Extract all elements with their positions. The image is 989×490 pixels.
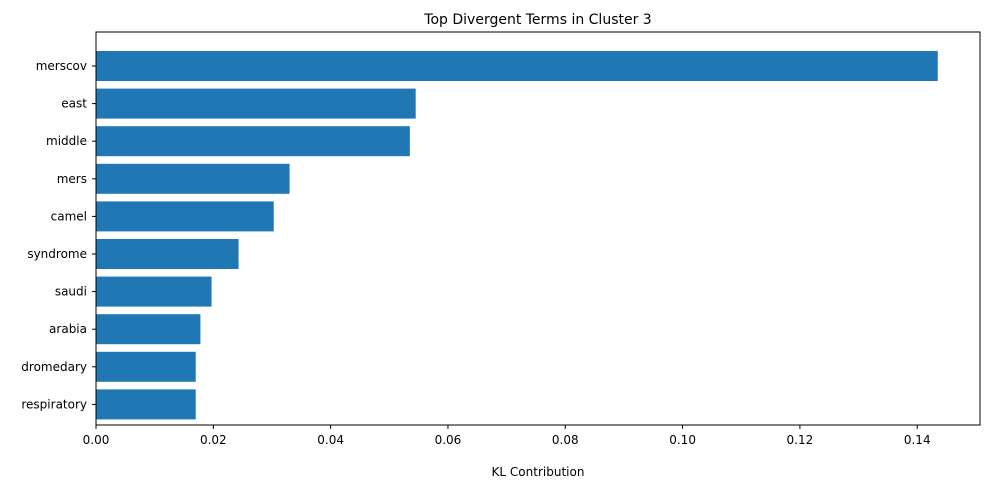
bar-mers: [96, 163, 290, 194]
bar-syndrome: [96, 239, 239, 269]
x-tick-label: 0.08: [552, 433, 579, 447]
x-axis-ticks: 0.00 0.02 0.04 0.06 0.08 0.10 0.12 0.14: [83, 425, 931, 447]
x-tick-label: 0.04: [317, 433, 344, 447]
x-tick-label: 0.00: [83, 433, 110, 447]
x-tick-label: 0.06: [435, 433, 462, 447]
bar-dromedary: [96, 351, 196, 382]
bar-saudi: [96, 276, 212, 307]
y-tick-label: east: [61, 97, 87, 111]
bar-camel: [96, 201, 274, 232]
x-axis-title: KL Contribution: [492, 465, 585, 479]
y-tick-label: mers: [57, 172, 87, 186]
x-tick-label: 0.02: [200, 433, 227, 447]
plot-frame: [95, 31, 981, 426]
bar-group: [96, 51, 938, 420]
bar-arabia: [96, 314, 201, 345]
bar-respiratory: [96, 389, 196, 420]
bar-east: [96, 88, 416, 119]
x-tick-label: 0.14: [904, 433, 931, 447]
y-tick-label: merscov: [36, 59, 87, 73]
bar-middle: [96, 126, 410, 157]
bar-merscov: [96, 51, 938, 81]
chart-title: Top Divergent Terms in Cluster 3: [423, 12, 651, 28]
y-tick-label: arabia: [49, 322, 87, 336]
y-tick-label: middle: [46, 134, 87, 148]
y-tick-label: saudi: [55, 285, 87, 299]
x-tick-label: 0.10: [669, 433, 696, 447]
y-tick-label: dromedary: [21, 360, 87, 374]
y-axis-ticks: merscov east middle mers camel syndrome saudi a…: [21, 59, 96, 411]
y-tick-label: respiratory: [21, 397, 87, 411]
x-tick-label: 0.12: [787, 433, 814, 447]
y-tick-label: camel: [51, 209, 87, 223]
y-tick-label: syndrome: [27, 247, 87, 261]
